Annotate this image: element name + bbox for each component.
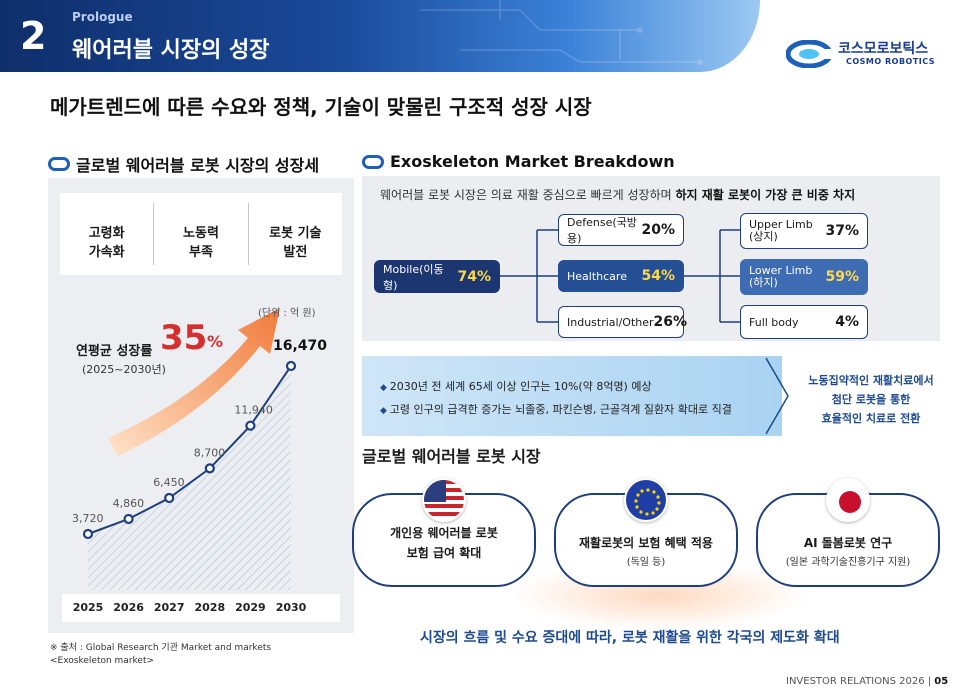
right-section-header: Exoskeleton Market Breakdown xyxy=(362,152,675,171)
breakdown-description: 웨어러블 로봇 시장은 의료 재활 중심으로 빠르게 성장하며 하지 재활 로봇… xyxy=(380,188,856,202)
cagr-label: 연평균 성장률 xyxy=(76,344,153,359)
footer: INVESTOR RELATIONS 2026 | 05 xyxy=(786,676,949,687)
chart-point xyxy=(245,420,256,431)
bullet-item: 2030년 전 세계 65세 이상 인구는 10%(약 8억명) 예상 xyxy=(380,378,652,394)
chart-point xyxy=(123,513,134,525)
japan-flag-icon xyxy=(826,478,870,522)
cagr-percent: % xyxy=(207,332,224,351)
source-note-sub: <Exoskeleton market> xyxy=(50,656,155,666)
chart-unit: (단위 : 억 원) xyxy=(258,308,316,319)
prologue-label: Prologue xyxy=(72,10,133,24)
section-bullet-icon xyxy=(48,157,70,171)
chart-line xyxy=(87,365,292,535)
page-title: 웨어러블 시장의 성장 xyxy=(72,38,270,63)
population-banner xyxy=(362,356,782,436)
driver-item: 고령화 가속화 xyxy=(60,203,155,265)
driver-item: 노동력 부족 xyxy=(154,203,249,265)
node-full-body: Full body 4% xyxy=(740,305,868,339)
conclusion-text: 시장의 흐름 및 수요 증대에 따라, 로봇 재활을 위한 각국의 제도화 확대 xyxy=(420,630,840,646)
header-banner xyxy=(0,0,760,72)
chart-data-label: 4,860 xyxy=(113,497,145,510)
chart-x-axis-band xyxy=(62,594,340,622)
chart-area-fill xyxy=(88,366,291,590)
section-number: 2 xyxy=(20,14,47,58)
bullet-item: 고령 인구의 급격한 증가는 뇌졸중, 파킨슨병, 근골격계 질환자 확대로 직… xyxy=(380,401,732,417)
right-section-title: Exoskeleton Market Breakdown xyxy=(390,152,675,171)
section-bullet-icon xyxy=(362,154,384,169)
chart-data-label: 8,700 xyxy=(194,446,226,459)
headline: 메가트렌드에 따른 수요와 정책, 기술이 맞물린 구조적 성장 시장 xyxy=(50,95,592,119)
usa-flag-icon xyxy=(422,478,466,522)
circuit-pattern xyxy=(420,0,703,65)
chart-x-tick-label: 2030 xyxy=(276,601,307,614)
node-lower-limb: Lower Limb (하지) 59% xyxy=(740,259,868,295)
left-section-title: 글로벌 웨어러블 로봇 시장의 성장세 xyxy=(76,156,320,175)
eu-flag-icon xyxy=(624,478,668,522)
tree-connectors xyxy=(500,229,740,323)
growth-arrow-icon xyxy=(108,308,280,456)
chart-x-tick-label: 2026 xyxy=(113,601,144,614)
chart-data-label: 16,470 xyxy=(273,338,327,354)
chart-point xyxy=(82,528,94,540)
node-mobile: Mobile(이동형) 74% xyxy=(374,260,500,293)
chevron-right-icon xyxy=(765,357,789,435)
chart-point xyxy=(164,492,175,504)
cagr-value: 35 xyxy=(160,318,208,358)
logo-text-kr: 코스모로보틱스 xyxy=(838,41,929,57)
node-healthcare: Healthcare 54% xyxy=(558,260,684,292)
chart-point xyxy=(285,360,297,372)
chart-x-tick-label: 2027 xyxy=(154,601,185,614)
left-section-header: 글로벌 웨어러블 로봇 시장의 성장세 xyxy=(48,152,319,176)
logo-text-en: COSMO ROBOTICS xyxy=(846,57,936,66)
chart-data-label: 11,940 xyxy=(234,404,273,417)
node-industrial: Industrial/Other 26% xyxy=(558,306,687,338)
cosmo-logo-icon xyxy=(786,40,832,68)
market-title: 글로벌 웨어러블 로봇 시장 xyxy=(362,447,541,466)
chart-x-tick-label: 2028 xyxy=(194,601,225,614)
cagr-years: (2025~2030년) xyxy=(82,363,166,376)
drivers-box: 고령화 가속화 노동력 부족 로봇 기술 발전 xyxy=(60,193,342,275)
market-growth-chart: 3,720 2025 4,860 2026 6,450 2027 8,700 2028 11,9… xyxy=(62,308,340,622)
chart-x-tick-label: 2029 xyxy=(235,601,266,614)
driver-item: 로봇 기술 발전 xyxy=(269,226,322,260)
chart-x-tick-label: 2025 xyxy=(73,601,104,614)
transition-result: 노동집약적인 재활치료에서 첨단 로봇을 통한 효율적인 치료로 전환 xyxy=(808,374,934,425)
node-upper-limb: Upper Limb (상지) 37% xyxy=(740,213,868,249)
chart-point xyxy=(204,463,215,474)
chart-data-label: 6,450 xyxy=(153,476,185,489)
source-note: ※ 출처 : Global Research 기관 Market and mar… xyxy=(50,643,272,653)
chart-data-label: 3,720 xyxy=(72,512,104,525)
node-defense: Defense(국방용) 20% xyxy=(558,214,684,246)
